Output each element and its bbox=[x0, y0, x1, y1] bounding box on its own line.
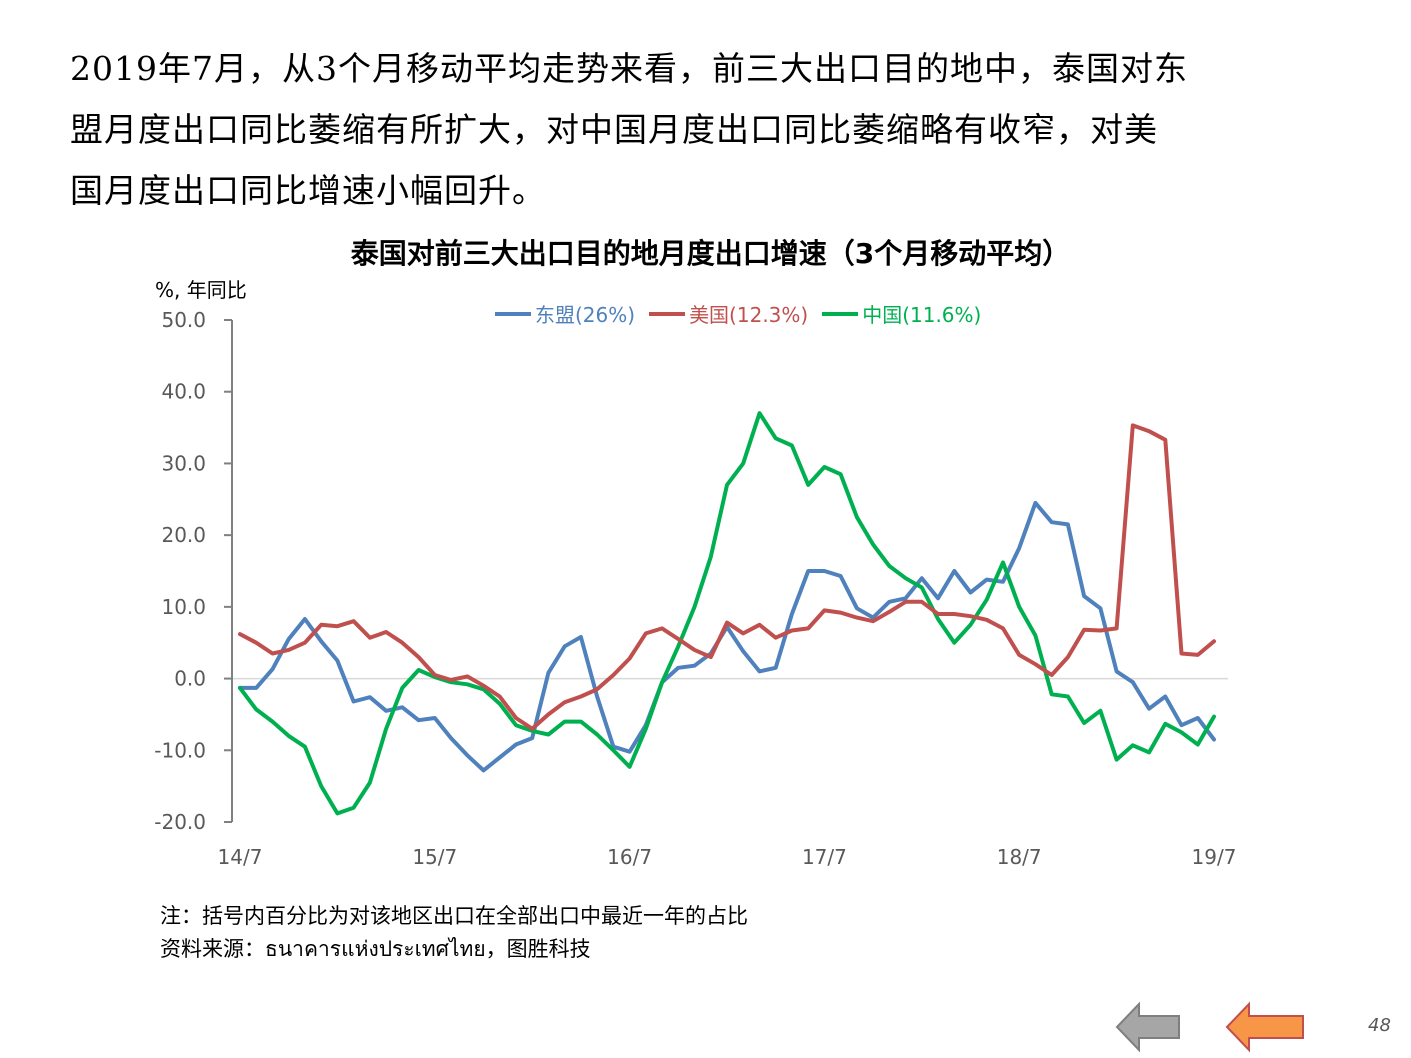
y-axis-unit-label: %, 年同比 bbox=[155, 278, 247, 302]
legend-swatch-usa bbox=[649, 311, 686, 316]
x-tick-label: 18/7 bbox=[997, 845, 1042, 869]
chart-legend: 东盟(26%) 美国(12.3%) 中国(11.6%) bbox=[495, 299, 981, 328]
intro-line-2: 盟月度出口同比萎缩有所扩大，对中国月度出口同比萎缩略有收窄，对美 bbox=[70, 110, 1158, 149]
y-tick-label: 10.0 bbox=[161, 595, 206, 619]
legend-item-usa: 美国(12.3%) bbox=[649, 299, 808, 328]
series-line-usa bbox=[238, 423, 1216, 731]
y-tick-label: -20.0 bbox=[154, 810, 206, 834]
x-tick-label: 14/7 bbox=[218, 845, 263, 869]
legend-swatch-china bbox=[822, 311, 859, 316]
intro-line-1: 2019年7月，从3个月移动平均走势来看，前三大出口目的地中，泰国对东 bbox=[70, 49, 1188, 88]
x-tick-label: 19/7 bbox=[1192, 845, 1237, 869]
y-tick-label: 20.0 bbox=[161, 523, 206, 547]
chart-title: 泰国对前三大出口目的地月度出口增速（3个月移动平均） bbox=[350, 237, 1071, 270]
intro-paragraph: 2019年7月，从3个月移动平均走势来看，前三大出口目的地中，泰国对东 盟月度出… bbox=[70, 38, 1360, 221]
source-line: 资料来源：ธนาคารแห่งประเทศไทย，图胜科技 bbox=[160, 937, 591, 961]
y-tick-label: 30.0 bbox=[161, 451, 206, 475]
y-tick-label: 40.0 bbox=[161, 380, 206, 404]
x-tick-label: 16/7 bbox=[607, 845, 652, 869]
legend-item-asean: 东盟(26%) bbox=[495, 299, 635, 328]
series-line-china bbox=[238, 411, 1216, 816]
legend-item-china: 中国(11.6%) bbox=[822, 299, 981, 328]
note-line: 注：括号内百分比为对该地区出口在全部出口中最近一年的占比 bbox=[160, 904, 748, 928]
intro-line-3: 国月度出口同比增速小幅回升。 bbox=[70, 171, 546, 210]
legend-label-china: 中国(11.6%) bbox=[862, 303, 982, 327]
y-tick-label: 0.0 bbox=[174, 667, 206, 691]
x-tick-label: 15/7 bbox=[412, 845, 457, 869]
chart-notes: 注：括号内百分比为对该地区出口在全部出口中最近一年的占比 资料来源：ธนาคาร… bbox=[160, 900, 748, 966]
x-tick-label: 17/7 bbox=[802, 845, 847, 869]
next-page-arrow-icon[interactable] bbox=[1223, 1000, 1307, 1054]
legend-label-asean: 东盟(26%) bbox=[535, 303, 636, 327]
previous-page-arrow-icon[interactable] bbox=[1113, 1000, 1183, 1054]
y-tick-label: 50.0 bbox=[161, 308, 206, 332]
legend-swatch-asean bbox=[495, 311, 531, 316]
page-number: 48 bbox=[1368, 1015, 1391, 1036]
legend-label-usa: 美国(12.3%) bbox=[689, 303, 809, 327]
y-tick-label: -10.0 bbox=[154, 738, 206, 762]
